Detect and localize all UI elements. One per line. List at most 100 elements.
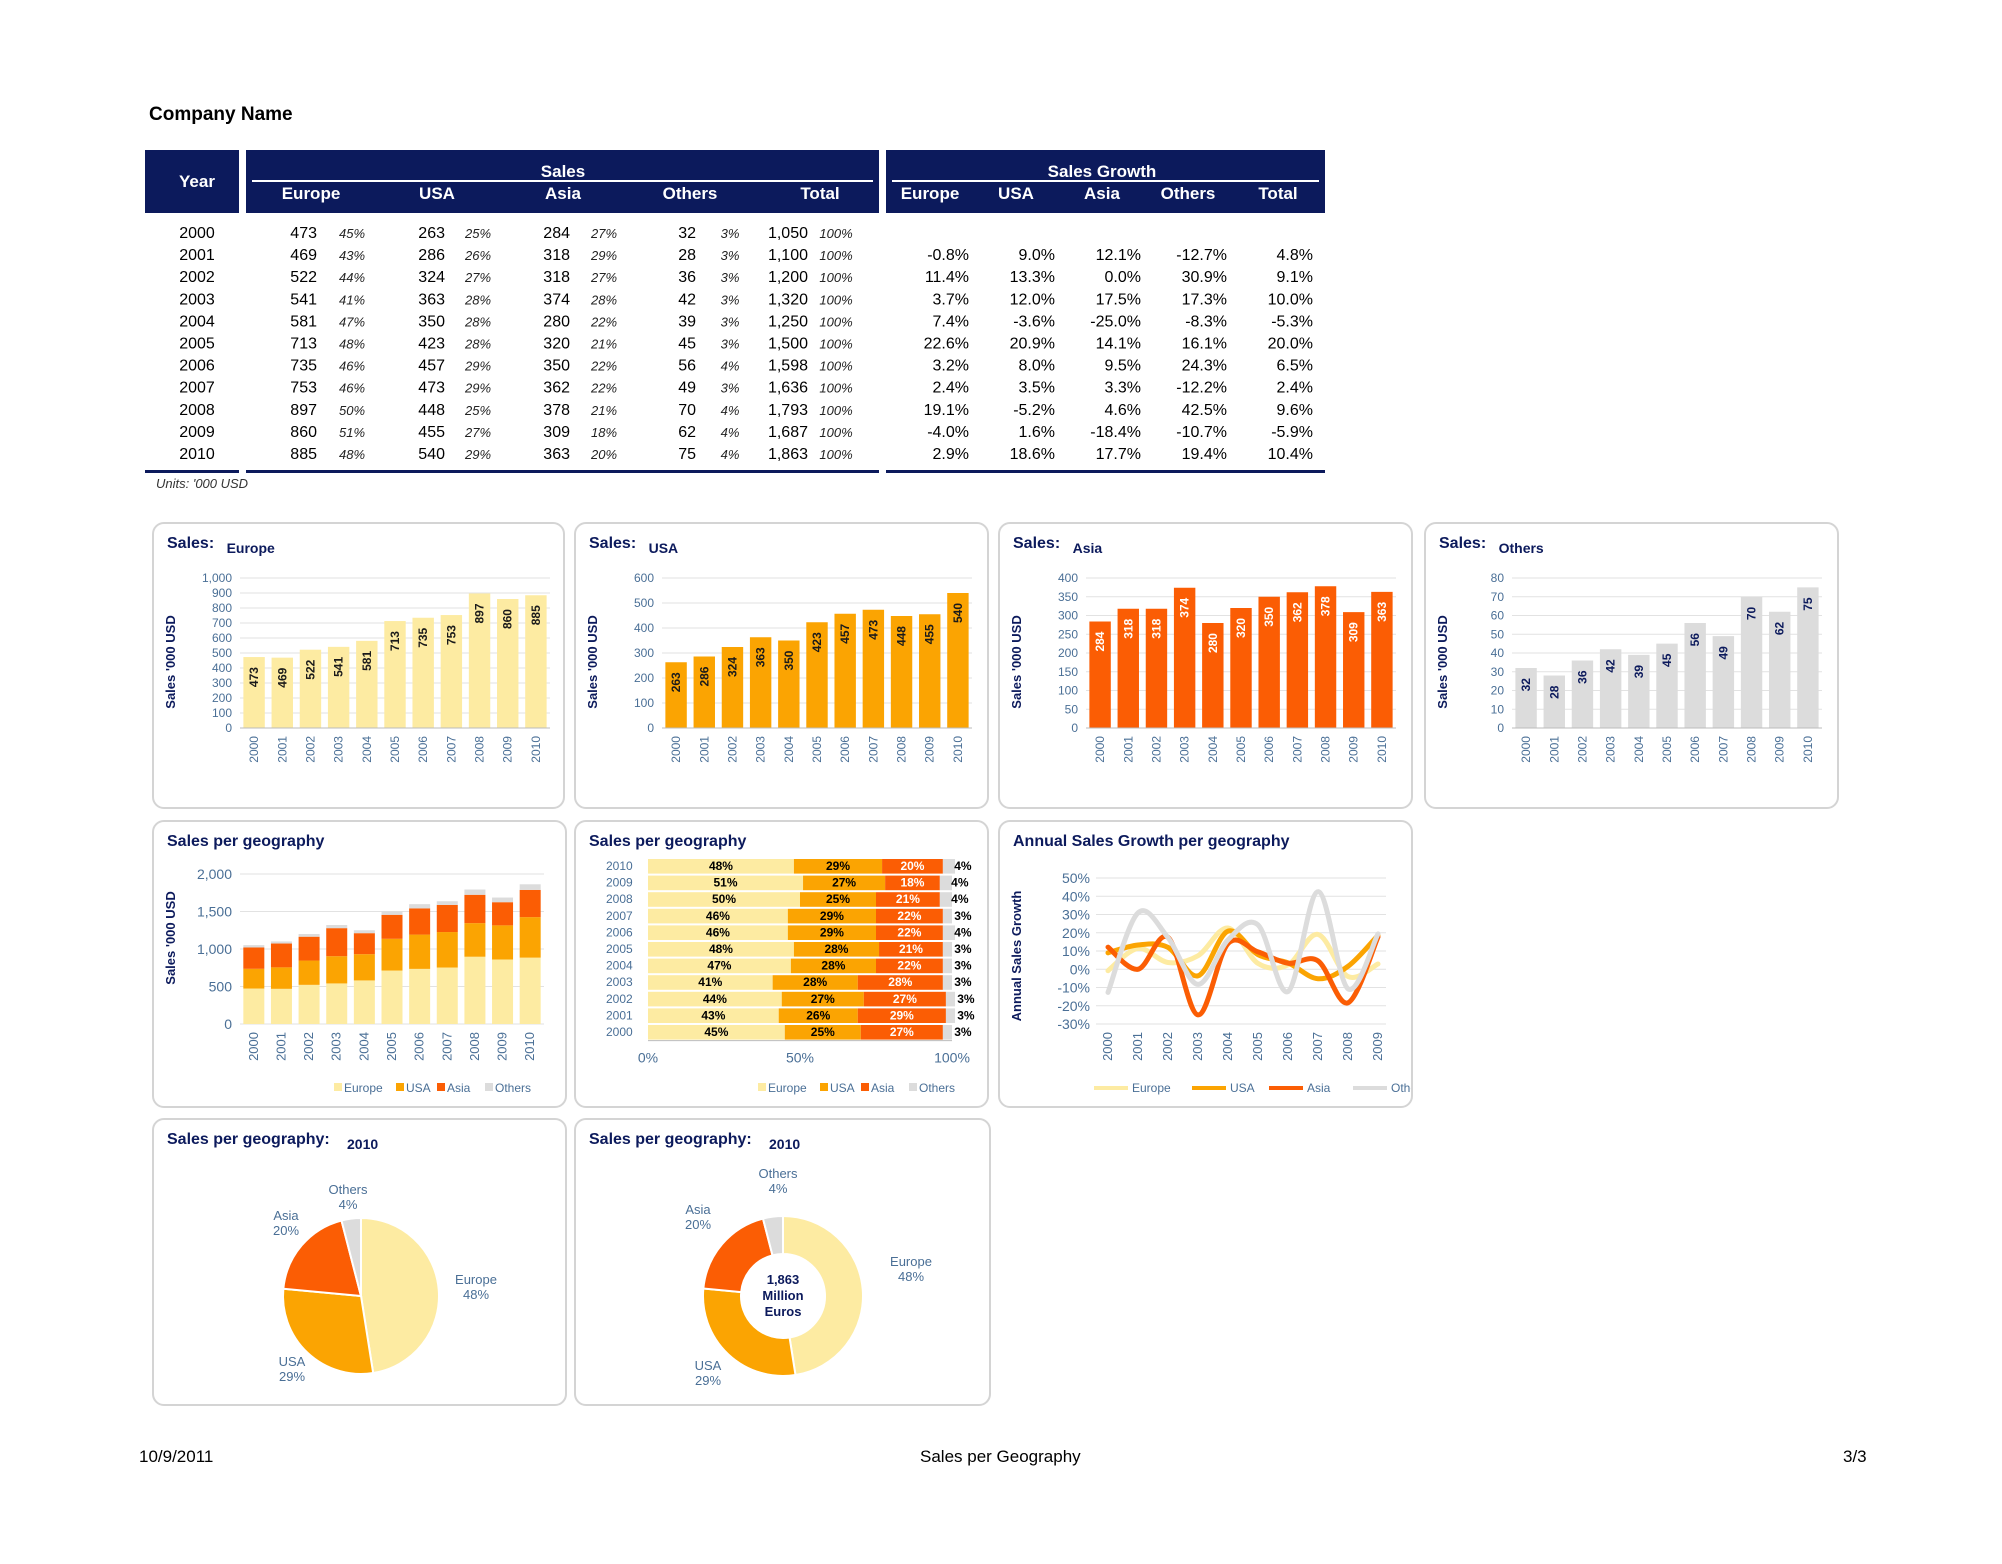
share-label: 4%: [951, 876, 969, 890]
cell-share: 4%: [721, 403, 740, 418]
y-tick-label: 1,000: [197, 941, 232, 957]
legend-label-others: Others: [919, 1081, 955, 1095]
legend-swatch-europe: [758, 1083, 766, 1091]
x-tick-label: 2002: [1160, 1032, 1175, 1061]
y-tick-label: 500: [634, 596, 654, 610]
x-tick-label: 2002: [1149, 736, 1163, 763]
y-tick-label: 2000: [606, 1025, 633, 1039]
stack-segment-usa: [243, 968, 265, 989]
share-segment-asia: [876, 892, 940, 907]
x-tick-label: 2004: [1206, 736, 1220, 763]
x-tick-label: 2010: [522, 1032, 537, 1061]
share-segment-asia: [860, 1025, 943, 1040]
cell-growth: 12.0%: [1010, 291, 1055, 308]
share-label: 4%: [954, 925, 972, 939]
cell-value: 56: [678, 358, 696, 375]
cell-growth: -3.6%: [1013, 313, 1055, 330]
legend-label-asia: Asia: [1307, 1081, 1331, 1095]
share-label: 29%: [826, 859, 850, 873]
cell-growth: 2.4%: [933, 380, 969, 397]
share-segment-europe: [648, 892, 800, 907]
x-tick-label: 2007: [866, 736, 880, 763]
cell-growth: 17.7%: [1096, 446, 1141, 463]
chart-title: Sales per geography: [167, 833, 324, 850]
cell-value: 62: [678, 424, 696, 441]
stack-segment-asia: [326, 928, 348, 957]
x-tick-label: 2000: [1093, 736, 1107, 763]
y-tick-label: 600: [634, 571, 654, 585]
cell-value: 885: [290, 446, 317, 463]
panel-growth-lines: Annual Sales Growth per geography Annual …: [998, 820, 1427, 1108]
pie-slice-others: [761, 1214, 784, 1257]
share-label: 50%: [712, 892, 736, 906]
x-tick-label: 2001: [275, 736, 289, 763]
cell-growth: 2.4%: [1277, 380, 1313, 397]
bar: [693, 656, 715, 728]
bar: [778, 640, 800, 728]
y-tick-label: 0: [647, 721, 654, 735]
cell-value: 75: [678, 446, 696, 463]
cell-share: 100%: [819, 337, 852, 352]
cell-share: 50%: [339, 403, 365, 418]
y-axis-label: Sales '000 USD: [163, 891, 178, 984]
cell-value: 318: [543, 247, 570, 264]
stack-segment-others: [409, 904, 431, 909]
cell-share: 100%: [819, 359, 852, 374]
stack-segment-usa: [436, 932, 458, 968]
cell-share: 22%: [590, 381, 617, 396]
pie-slice-others: [340, 1216, 362, 1297]
bar-value-label: 45: [1660, 653, 1674, 667]
x-tick-label: 2006: [416, 736, 430, 763]
cell-share: 25%: [464, 403, 491, 418]
slice-pct-europe: 48%: [898, 1269, 924, 1284]
y-tick-label: 350: [1058, 590, 1078, 604]
y-tick-label: 1,000: [202, 571, 232, 585]
bar: [665, 662, 687, 728]
y-tick-label: 500: [212, 646, 232, 660]
cell-growth: 4.8%: [1277, 247, 1313, 264]
bar: [947, 593, 969, 728]
share-label: 51%: [714, 876, 738, 890]
chart-subtitle: Europe: [227, 540, 275, 556]
share-label: 47%: [707, 959, 731, 973]
stack-segment-others: [298, 934, 320, 937]
y-tick-label: 2007: [606, 909, 633, 923]
series-line-usa: [1105, 928, 1381, 982]
share-segment-usa: [787, 908, 876, 924]
chart-subtitle: 2010: [769, 1136, 800, 1152]
cell-share: 100%: [819, 270, 852, 285]
cell-growth: 9.0%: [1019, 247, 1055, 264]
stack-segment-asia: [436, 904, 458, 933]
bar-value-label: 284: [1093, 631, 1107, 651]
series-line-asia: [1105, 933, 1381, 1018]
bar-value-label: 522: [303, 659, 317, 679]
x-tick-label: 2007: [444, 736, 458, 763]
cell-growth: 10.4%: [1268, 446, 1313, 463]
x-tick-label: 2005: [1660, 736, 1674, 763]
cell-value: 1,863: [768, 446, 808, 463]
table-row: 2007 753 46% 473 29% 362 22% 49 3% 1,636 100% 2.4% 3…: [179, 380, 1313, 397]
bar: [1343, 612, 1365, 728]
cell-year: 2000: [179, 225, 215, 242]
legend-swatch-usa: [396, 1083, 404, 1091]
cell-value: 713: [290, 336, 317, 353]
y-tick-label: 2001: [606, 1008, 633, 1022]
cell-value: 473: [290, 225, 317, 242]
cell-share: 51%: [339, 425, 365, 440]
y-tick-label: 2,000: [197, 866, 232, 882]
legend-swatch-europe: [334, 1083, 342, 1091]
cell-share: 21%: [590, 337, 617, 352]
bar: [721, 647, 744, 728]
bar: [749, 637, 772, 728]
bar: [1712, 636, 1735, 728]
cell-growth: 20.9%: [1010, 336, 1055, 353]
cell-value: 1,250: [768, 313, 808, 330]
share-segment-asia: [857, 975, 943, 990]
cell-value: 309: [543, 424, 570, 441]
x-tick-label: 100%: [934, 1050, 970, 1066]
y-tick-label: 50: [1491, 627, 1505, 641]
x-tick-label: 2005: [1250, 1032, 1265, 1061]
stack-segment-usa: [492, 925, 514, 960]
cell-growth: -5.9%: [1271, 424, 1313, 441]
legend-swatch-others: [909, 1083, 917, 1091]
